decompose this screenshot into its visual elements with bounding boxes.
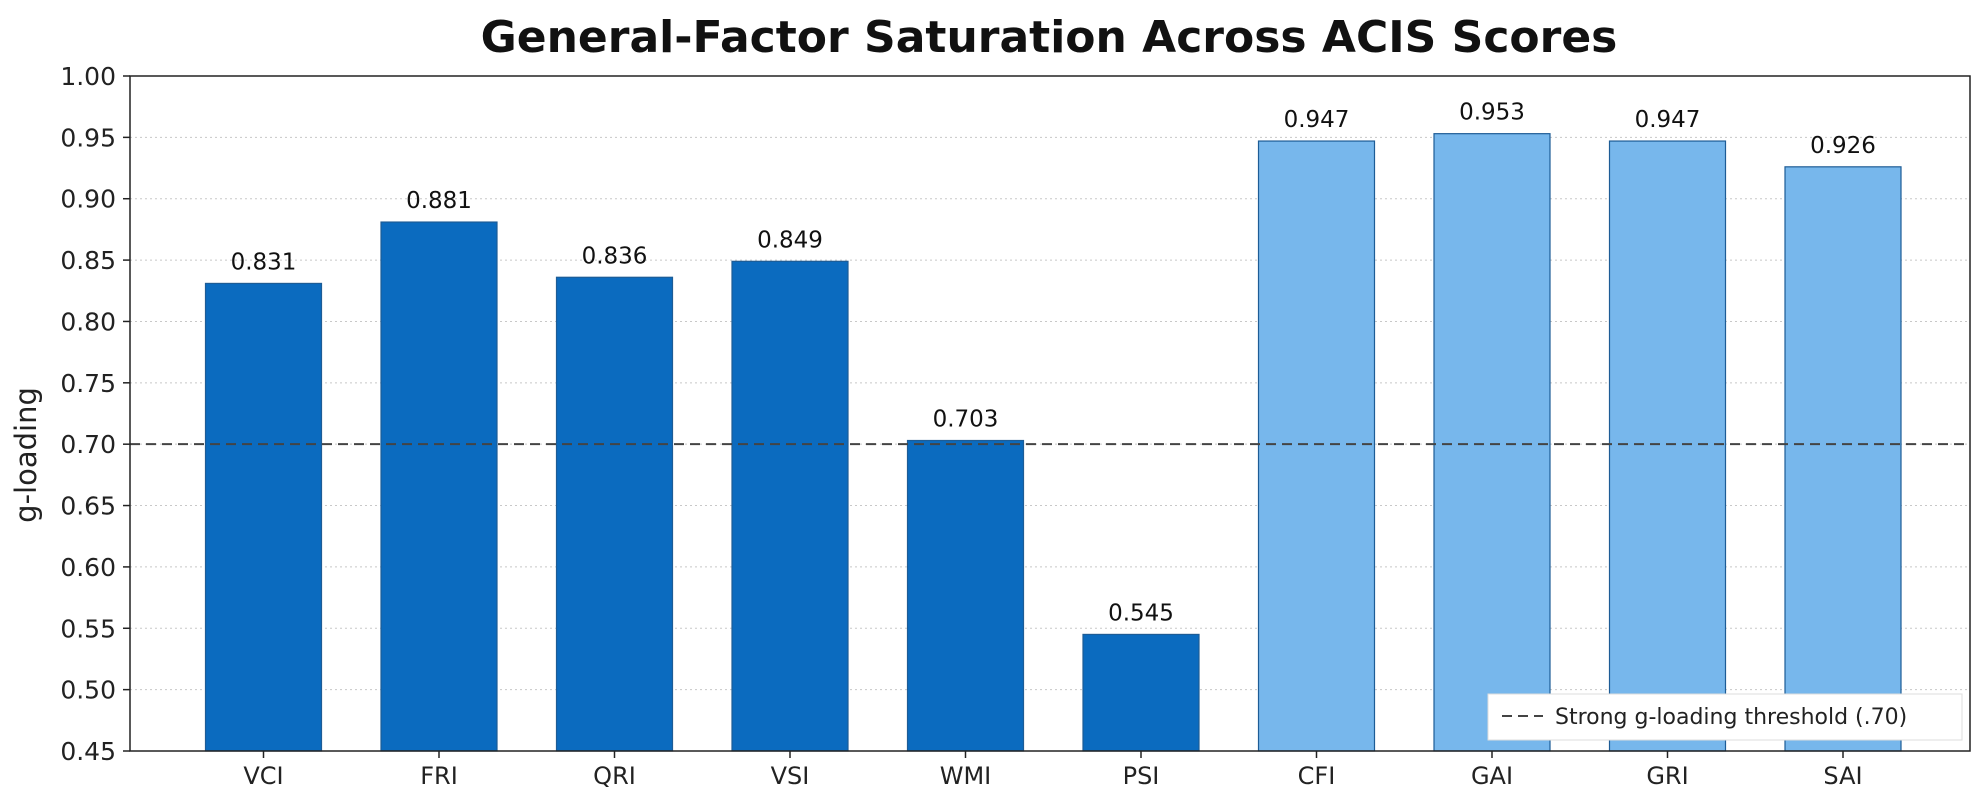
x-axis-ticks: VCI FRI QRI VSI WMI PSI CFI GAI GRI SAI: [243, 751, 1863, 790]
x-tick-label-cfi: CFI: [1298, 762, 1336, 790]
bar-fri: [380, 221, 498, 752]
data-label-cfi: 0.947: [1284, 107, 1350, 133]
x-tick-label-psi: PSI: [1123, 762, 1160, 790]
bars: [204, 133, 1902, 752]
y-tick-label-11: 1.00: [60, 62, 116, 91]
y-tick-label-8: 0.85: [60, 246, 116, 275]
bar-vci: [204, 282, 323, 752]
data-label-wmi: 0.703: [933, 407, 999, 433]
y-tick-label-9: 0.90: [60, 185, 116, 214]
y-tick-label-2: 0.55: [60, 614, 116, 643]
data-labels: 0.831 0.881 0.836 0.849 0.703 0.545 0.947 0.953…: [231, 100, 1876, 627]
plot-frame: [129, 75, 1971, 752]
y-tick-label-4: 0.65: [60, 492, 116, 521]
bar-qri: [555, 276, 674, 752]
y-tick-label-3: 0.60: [60, 553, 116, 582]
y-axis-ticks: 0.45 0.50 0.55 0.60 0.65 0.70 0.75 0.80 0.85 0.90…: [60, 62, 130, 766]
data-label-gai: 0.953: [1459, 100, 1525, 126]
bar-psi: [1082, 633, 1200, 752]
bar-gri: [1608, 140, 1727, 752]
x-tick-label-gai: GAI: [1471, 762, 1513, 790]
legend-box: [1487, 693, 1963, 741]
data-label-vsi: 0.849: [757, 227, 823, 253]
legend-label: Strong g-loading threshold (.70): [1555, 705, 1907, 730]
x-tick-label-qri: QRI: [593, 762, 636, 790]
y-axis-label: g-loading: [9, 387, 43, 523]
bar-vsi: [731, 260, 849, 752]
y-tick-label-0: 0.45: [60, 737, 116, 766]
bar-wmi: [906, 439, 1025, 752]
bar-gai: [1433, 133, 1551, 752]
bar-cfi: [1257, 140, 1376, 752]
y-tick-label-7: 0.80: [60, 307, 116, 336]
data-label-fri: 0.881: [406, 188, 472, 214]
x-tick-label-gri: GRI: [1646, 762, 1688, 790]
data-label-gri: 0.947: [1635, 107, 1701, 133]
x-tick-label-vsi: VSI: [771, 762, 810, 790]
x-tick-label-sai: SAI: [1823, 762, 1862, 790]
x-tick-label-fri: FRI: [420, 762, 458, 790]
x-tick-label-wmi: WMI: [940, 762, 992, 790]
bar-sai: [1784, 166, 1902, 752]
data-label-sai: 0.926: [1810, 133, 1876, 159]
data-label-vci: 0.831: [231, 249, 297, 275]
legend: Strong g-loading threshold (.70): [1487, 693, 1963, 741]
y-tick-label-6: 0.75: [60, 369, 116, 398]
data-label-psi: 0.545: [1108, 600, 1174, 626]
chart-title: General-Factor Saturation Across ACIS Sc…: [481, 12, 1618, 63]
y-tick-label-10: 0.95: [60, 123, 116, 152]
x-tick-label-vci: VCI: [243, 762, 283, 790]
data-label-qri: 0.836: [582, 243, 648, 269]
y-tick-label-1: 0.50: [60, 676, 116, 705]
y-tick-label-5: 0.70: [60, 430, 116, 459]
